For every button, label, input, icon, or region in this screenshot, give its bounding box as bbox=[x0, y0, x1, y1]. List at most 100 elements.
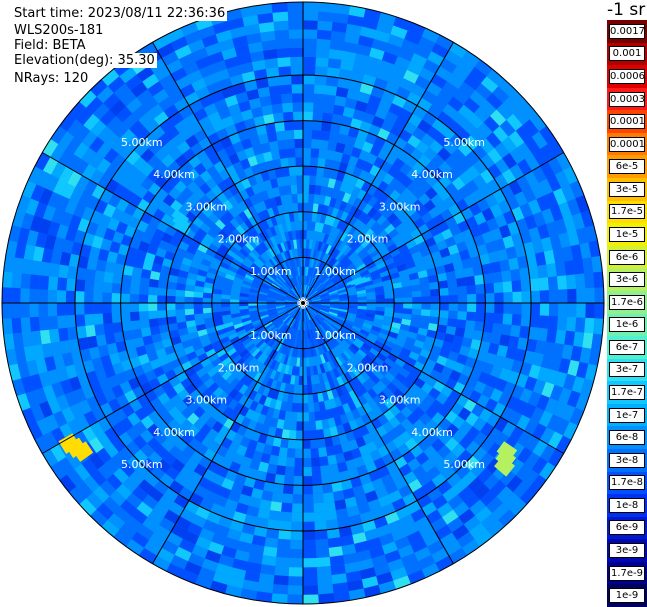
heatmap-cell bbox=[61, 351, 74, 367]
heatmap-cell bbox=[289, 375, 296, 385]
heatmap-cell bbox=[412, 303, 422, 310]
heatmap-cell bbox=[329, 426, 339, 437]
heatmap-cell bbox=[312, 268, 318, 278]
heatmap-cell bbox=[319, 344, 326, 355]
heatmap-cell bbox=[302, 403, 309, 413]
heatmap-cell bbox=[305, 311, 309, 321]
heatmap-cell bbox=[295, 320, 300, 330]
heatmap-cell bbox=[302, 293, 303, 303]
heatmap-cell bbox=[290, 65, 304, 76]
heatmap-cell bbox=[319, 310, 328, 316]
heatmap-cell bbox=[356, 311, 367, 317]
heatmap-cell bbox=[502, 96, 521, 115]
heatmap-cell bbox=[347, 467, 360, 480]
heatmap-cell bbox=[319, 465, 331, 476]
heatmap-cell bbox=[119, 89, 138, 107]
heatmap-cell bbox=[547, 139, 565, 158]
heatmap-cell bbox=[429, 316, 440, 325]
heatmap-cell bbox=[187, 552, 205, 567]
heatmap-cell bbox=[313, 402, 321, 412]
heatmap-cell bbox=[50, 143, 67, 162]
heatmap-cell bbox=[269, 270, 278, 279]
heatmap-cell bbox=[409, 508, 427, 523]
heatmap-cell bbox=[297, 385, 303, 395]
heatmap-cell bbox=[333, 104, 346, 116]
heatmap-cell bbox=[321, 372, 329, 383]
heatmap-cell bbox=[14, 346, 27, 364]
heatmap-cell bbox=[384, 357, 395, 368]
heatmap-cell bbox=[306, 221, 312, 231]
heatmap-cell bbox=[366, 217, 377, 229]
heatmap-cell bbox=[199, 64, 216, 78]
heatmap-cell bbox=[303, 184, 310, 194]
heatmap-cell bbox=[343, 260, 353, 269]
heatmap-cell bbox=[265, 160, 275, 171]
heatmap-cell bbox=[231, 339, 242, 348]
heatmap-cell bbox=[337, 241, 347, 252]
heatmap-cell bbox=[266, 388, 275, 399]
heatmap-cell bbox=[81, 146, 97, 164]
heatmap-cell bbox=[217, 106, 232, 120]
heatmap-cell bbox=[211, 297, 221, 303]
heatmap-cell bbox=[36, 169, 52, 188]
heatmap-cell bbox=[302, 385, 308, 395]
heatmap-cell bbox=[473, 529, 493, 548]
heatmap-cell bbox=[82, 358, 95, 374]
heatmap-cell bbox=[455, 464, 471, 480]
heatmap-cell bbox=[576, 288, 586, 304]
heatmap-cell bbox=[391, 64, 408, 79]
heatmap-cell bbox=[30, 259, 42, 276]
heatmap-cell bbox=[255, 3, 274, 15]
heatmap-cell bbox=[288, 249, 294, 259]
heatmap-cell bbox=[554, 418, 570, 437]
heatmap-cell bbox=[402, 308, 413, 315]
heatmap-cell bbox=[343, 278, 354, 285]
radar-center-marker bbox=[297, 297, 309, 309]
heatmap-cell bbox=[200, 238, 212, 249]
heatmap-cell bbox=[222, 394, 234, 407]
instrument-label: WLS200s-181 bbox=[12, 23, 106, 38]
heatmap-cell bbox=[20, 287, 30, 303]
heatmap-cell bbox=[440, 465, 456, 481]
heatmap-cell bbox=[274, 556, 290, 568]
heatmap-cell bbox=[367, 94, 383, 108]
heatmap-cell bbox=[47, 302, 58, 317]
heatmap-cell bbox=[207, 481, 222, 495]
heatmap-cell bbox=[342, 275, 352, 283]
heatmap-cell bbox=[333, 321, 343, 328]
heatmap-cell bbox=[359, 567, 377, 580]
heatmap-cell bbox=[314, 259, 320, 269]
heatmap-cell bbox=[148, 278, 159, 288]
heatmap-cell bbox=[329, 308, 339, 313]
heatmap-cell bbox=[341, 273, 351, 281]
heatmap-cell bbox=[312, 365, 319, 376]
heatmap-cell bbox=[50, 249, 63, 265]
heatmap-cell bbox=[531, 131, 549, 150]
heatmap-cell bbox=[257, 211, 267, 222]
heatmap-cell bbox=[35, 417, 52, 436]
heatmap-cell bbox=[212, 386, 224, 398]
heatmap-cell bbox=[483, 473, 500, 491]
heatmap-cell bbox=[462, 50, 481, 68]
heatmap-cell bbox=[323, 501, 336, 512]
heatmap-cell bbox=[476, 467, 493, 485]
heatmap-cell bbox=[29, 302, 39, 318]
heatmap-cell bbox=[290, 512, 303, 522]
heatmap-cell bbox=[245, 229, 255, 240]
heatmap-cell bbox=[194, 313, 204, 321]
heatmap-cell bbox=[389, 468, 404, 483]
heatmap-cell bbox=[12, 377, 26, 396]
heatmap-cell bbox=[81, 163, 97, 180]
heatmap-cell bbox=[288, 347, 294, 357]
heatmap-cell bbox=[73, 202, 87, 218]
heatmap-cell bbox=[489, 203, 504, 219]
heatmap-cell bbox=[381, 541, 398, 555]
heatmap-cell bbox=[390, 528, 407, 542]
heatmap-cell bbox=[303, 293, 304, 303]
heatmap-cell bbox=[285, 304, 295, 308]
heatmap-cell bbox=[140, 268, 152, 279]
heatmap-cell bbox=[528, 226, 542, 243]
heatmap-cell bbox=[93, 312, 104, 325]
heatmap-cell bbox=[293, 211, 299, 222]
heatmap-cell bbox=[217, 203, 229, 215]
